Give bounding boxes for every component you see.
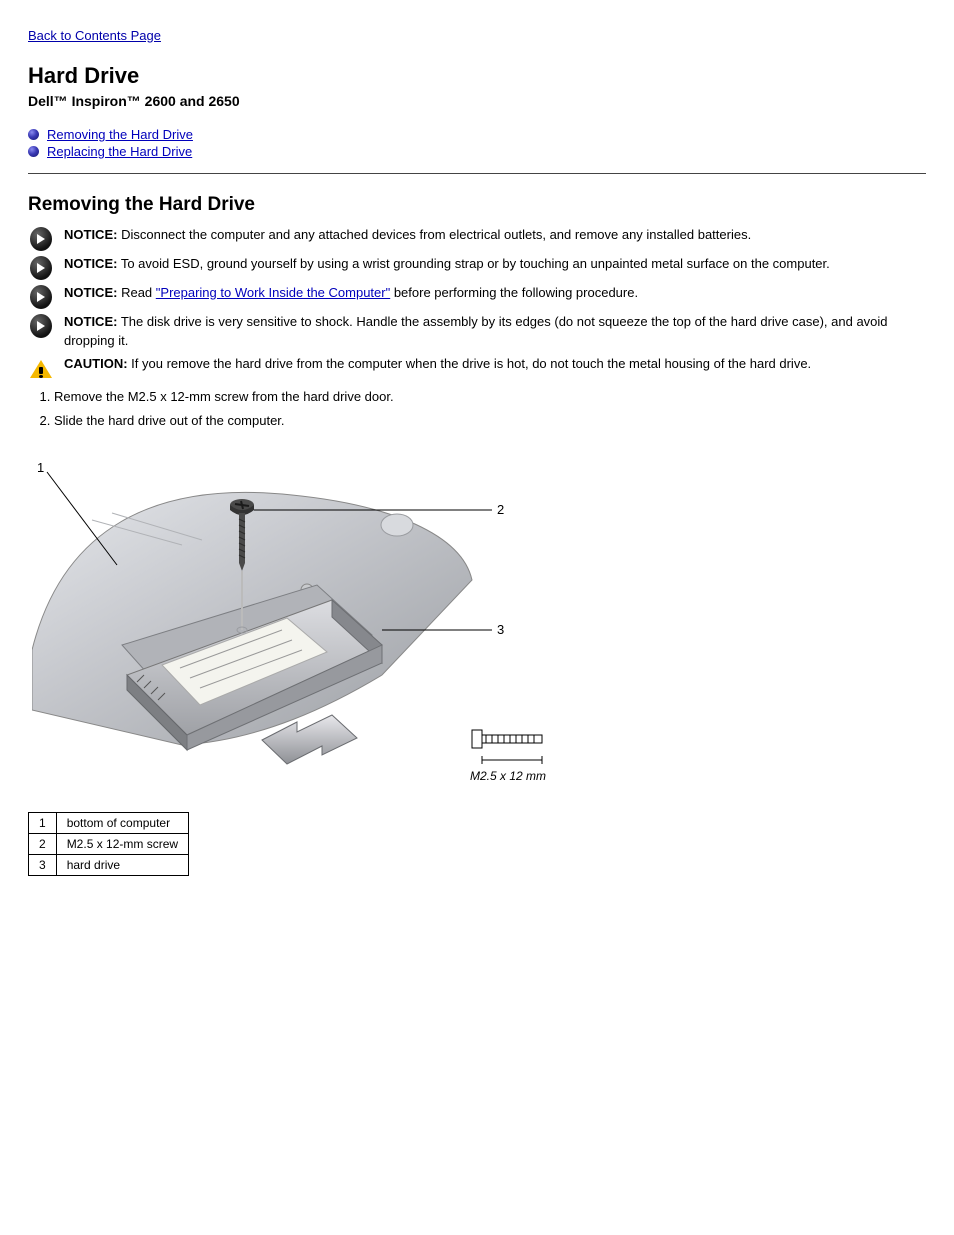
table-row: 3 hard drive — [29, 855, 189, 876]
page-subtitle: Dell™ Inspiron™ 2600 and 2650 — [28, 93, 926, 109]
toc-link-removing[interactable]: Removing the Hard Drive — [47, 127, 193, 142]
notice-row: NOTICE: Read "Preparing to Work Inside t… — [28, 284, 926, 309]
table-row: 2 M2.5 x 12-mm screw — [29, 834, 189, 855]
arrow-right-icon — [30, 256, 52, 280]
notice-text: NOTICE: Read "Preparing to Work Inside t… — [64, 284, 926, 303]
back-to-contents-link[interactable]: Back to Contents Page — [28, 28, 161, 43]
page-toc: Removing the Hard Drive Replacing the Ha… — [28, 127, 926, 159]
callout-table: 1 bottom of computer 2 M2.5 x 12-mm scre… — [28, 812, 189, 876]
step-item: Slide the hard drive out of the computer… — [54, 412, 926, 430]
notice-text: NOTICE: To avoid ESD, ground yourself by… — [64, 255, 926, 274]
notice-row: NOTICE: To avoid ESD, ground yourself by… — [28, 255, 926, 280]
notice-text: NOTICE: Disconnect the computer and any … — [64, 226, 926, 245]
caution-icon — [30, 356, 52, 378]
bullet-icon — [28, 129, 39, 140]
svg-text:2: 2 — [497, 502, 504, 517]
step-list: Remove the M2.5 x 12-mm screw from the h… — [28, 388, 926, 430]
hard-drive-figure: 1 2 3 — [32, 450, 592, 800]
notice-list: NOTICE: Disconnect the computer and any … — [28, 226, 926, 378]
notice-text: NOTICE: The disk drive is very sensitive… — [64, 313, 926, 351]
step-item: Remove the M2.5 x 12-mm screw from the h… — [54, 388, 926, 406]
toc-link-replacing[interactable]: Replacing the Hard Drive — [47, 144, 192, 159]
arrow-right-icon — [30, 285, 52, 309]
notice-row: NOTICE: The disk drive is very sensitive… — [28, 313, 926, 351]
notice-row: NOTICE: Disconnect the computer and any … — [28, 226, 926, 251]
svg-text:3: 3 — [497, 622, 504, 637]
notice-row: CAUTION: If you remove the hard drive fr… — [28, 355, 926, 378]
arrow-right-icon — [30, 227, 52, 251]
notice-text: CAUTION: If you remove the hard drive fr… — [64, 355, 926, 374]
svg-text:1: 1 — [37, 460, 44, 475]
page-title: Hard Drive — [28, 63, 926, 89]
bullet-icon — [28, 146, 39, 157]
section-divider — [28, 173, 926, 174]
section-title: Removing the Hard Drive — [28, 194, 926, 216]
table-row: 1 bottom of computer — [29, 813, 189, 834]
svg-text:M2.5 x 12 mm: M2.5 x 12 mm — [470, 769, 546, 783]
arrow-right-icon — [30, 314, 52, 338]
prep-link[interactable]: "Preparing to Work Inside the Computer" — [156, 285, 390, 300]
